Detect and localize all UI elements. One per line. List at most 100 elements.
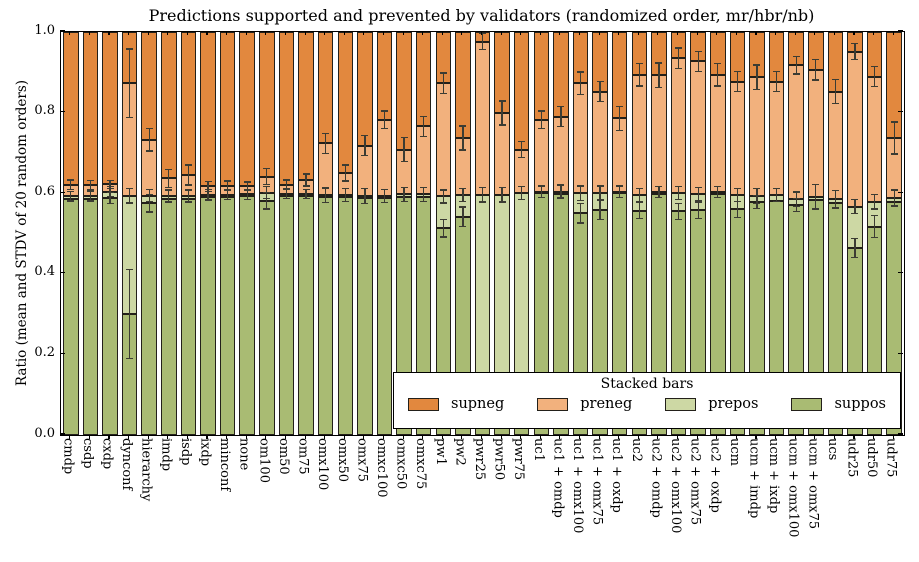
error-bar-cap — [302, 185, 310, 187]
x-tick-mark-bottom — [363, 435, 365, 439]
error-bar-line — [442, 219, 444, 238]
error-bar-cap — [498, 186, 506, 189]
error-bar-cap — [890, 153, 898, 155]
error-bar-cap — [675, 218, 683, 221]
error-bar-cap — [380, 201, 388, 204]
error-bar-cap — [831, 189, 839, 192]
error-bar-line — [226, 181, 229, 191]
error-bar-cap — [773, 188, 781, 190]
x-tick-mark-bottom — [775, 435, 777, 439]
x-tick-label: pwr50 — [491, 438, 507, 481]
error-bar-cap — [380, 128, 388, 130]
error-bar-cap — [459, 125, 467, 127]
legend-patch-supneg — [408, 397, 439, 411]
bar-segment-supneg — [376, 32, 393, 120]
x-tick-mark-top — [618, 31, 620, 35]
error-bar-line — [226, 189, 229, 200]
y-tick-mark-left — [60, 352, 65, 354]
error-bar-line — [697, 51, 699, 72]
x-tick-mark-bottom — [794, 435, 796, 439]
error-bar-cap — [733, 70, 741, 73]
error-bar-cap — [282, 179, 290, 181]
x-tick-mark-top — [304, 31, 306, 35]
bar-segment-preneg — [631, 74, 648, 195]
error-bar-cap — [204, 180, 212, 183]
x-tick-label: uc2 + oxdp — [707, 438, 723, 513]
error-bar-cap — [400, 201, 408, 203]
error-bar-line — [148, 189, 150, 202]
error-bar-line — [521, 186, 523, 200]
error-bar-cap — [557, 184, 565, 186]
error-bar-line — [207, 189, 209, 201]
x-tick-label: dynconf — [119, 438, 135, 491]
error-bar-cap — [831, 78, 839, 81]
error-bar-cap — [851, 213, 859, 215]
error-bar-line — [834, 79, 837, 104]
error-bar-cap — [890, 189, 898, 191]
error-bar-line — [109, 192, 111, 204]
bar-segment-suppos — [63, 199, 79, 435]
error-bar-cap — [145, 188, 153, 191]
x-tick-label: ucm + imdp — [746, 438, 762, 519]
error-bar-cap — [733, 200, 741, 202]
error-bar-cap — [694, 199, 702, 202]
error-bar-cap — [518, 140, 526, 143]
error-bar-cap — [890, 121, 898, 123]
y-tick-label: 0.4 — [34, 264, 55, 280]
x-tick-mark-top — [245, 31, 247, 35]
bar-segment-supneg — [219, 32, 236, 186]
error-bar-line — [854, 238, 856, 258]
error-bar-cap — [733, 216, 741, 219]
error-bar-line — [383, 189, 386, 203]
y-tick-mark-left — [60, 433, 65, 435]
error-bar-cap — [616, 196, 624, 198]
bar-segment-suppos — [376, 198, 393, 435]
x-tick-mark-top — [657, 31, 659, 35]
x-tick-mark-top — [343, 31, 345, 35]
x-tick-mark-bottom — [637, 435, 639, 439]
x-tick-mark-bottom — [598, 435, 600, 439]
error-bar-cap — [459, 200, 467, 202]
bar-segment-preneg — [690, 61, 706, 195]
x-tick-mark-top — [755, 31, 757, 35]
x-tick-mark-bottom — [676, 435, 679, 439]
x-tick-label: imdp — [158, 438, 174, 472]
bar-segment-preneg — [572, 83, 589, 194]
error-bar-cap — [361, 155, 369, 157]
error-bar-line — [854, 199, 856, 214]
error-bar-cap — [773, 70, 781, 73]
error-bar-cap — [635, 187, 643, 189]
x-tick-label: uc1 — [530, 438, 546, 462]
bar-segment-supneg — [200, 32, 216, 187]
error-bar-line — [325, 133, 327, 154]
error-bar-cap — [831, 103, 839, 105]
error-bar-cap — [479, 49, 486, 51]
error-bar-cap — [126, 202, 134, 204]
error-bar-cap — [851, 256, 859, 258]
x-tick-mark-top — [598, 31, 600, 35]
x-tick-mark-top — [500, 31, 502, 35]
x-tick-mark-top — [422, 31, 424, 35]
bar-segment-suppos — [141, 203, 157, 435]
error-bar-line — [736, 71, 738, 92]
error-bar-line — [795, 191, 797, 207]
bar-segment-supneg — [337, 32, 354, 174]
error-bar-line — [442, 73, 444, 94]
error-bar-line — [638, 202, 640, 219]
error-bar-line — [462, 188, 464, 202]
x-tick-label: uc1 + omx100 — [570, 438, 586, 534]
error-bar-cap — [263, 186, 271, 188]
x-tick-label: cxdp — [99, 438, 115, 470]
bar-segment-prepos — [494, 194, 510, 395]
error-bar-cap — [714, 185, 722, 187]
error-bar-line — [148, 194, 150, 213]
x-tick-mark-bottom — [226, 435, 228, 439]
error-bar-line — [599, 200, 601, 220]
x-tick-label: uc2 + omx75 — [687, 438, 703, 526]
error-bar-cap — [263, 184, 271, 186]
error-bar-cap — [792, 55, 800, 57]
bar-segment-preneg — [435, 83, 452, 197]
bar-segment-preneg — [592, 91, 608, 194]
error-bar-cap — [537, 110, 545, 112]
x-tick-mark-bottom — [265, 435, 267, 439]
